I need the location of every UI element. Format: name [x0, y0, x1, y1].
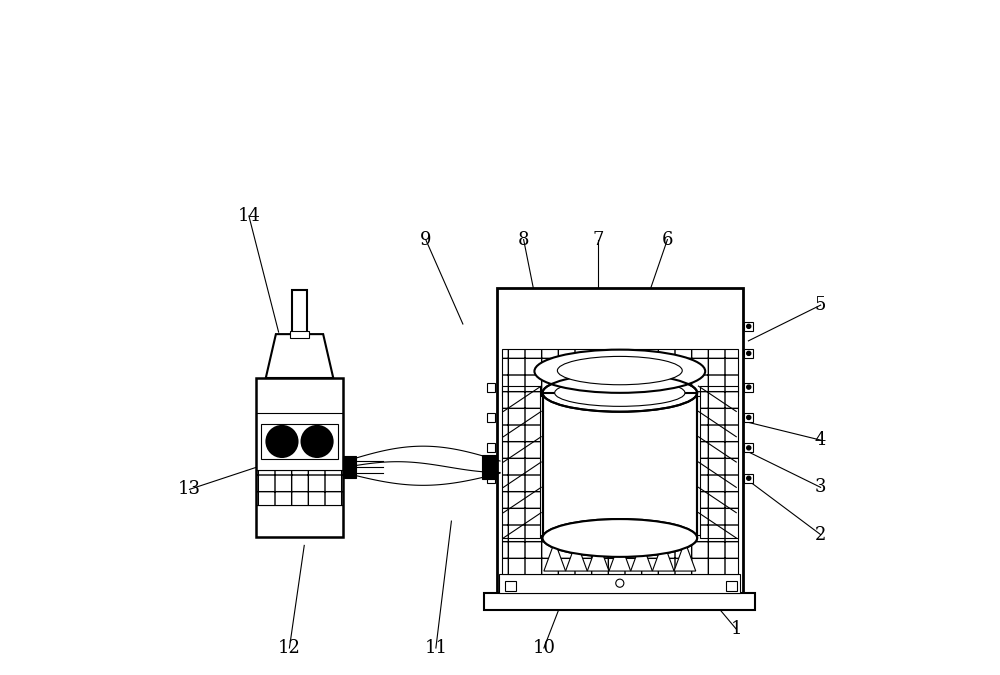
Bar: [543, 393, 697, 538]
Bar: [700, 386, 738, 538]
Bar: [499, 574, 740, 593]
Bar: [486, 383, 495, 392]
Circle shape: [747, 352, 751, 355]
Ellipse shape: [557, 356, 682, 385]
Text: 12: 12: [278, 639, 301, 657]
Polygon shape: [631, 541, 652, 571]
Text: 10: 10: [532, 639, 555, 657]
Bar: [482, 455, 497, 479]
Bar: [502, 386, 540, 538]
Ellipse shape: [543, 374, 697, 412]
Bar: [744, 383, 753, 392]
Text: 2: 2: [815, 526, 826, 543]
Text: 3: 3: [815, 479, 826, 496]
Polygon shape: [566, 541, 587, 571]
Bar: [256, 470, 343, 505]
Bar: [486, 413, 495, 422]
Circle shape: [747, 325, 751, 329]
Text: 5: 5: [815, 296, 826, 314]
Circle shape: [747, 477, 751, 481]
Text: 14: 14: [237, 207, 260, 225]
Bar: [256, 505, 343, 537]
Bar: [744, 443, 753, 452]
Polygon shape: [609, 541, 631, 571]
Polygon shape: [544, 541, 566, 571]
Text: 4: 4: [815, 431, 826, 449]
Bar: [502, 349, 738, 396]
Polygon shape: [674, 541, 696, 571]
Ellipse shape: [543, 519, 697, 557]
Text: 9: 9: [420, 231, 432, 248]
Polygon shape: [587, 541, 609, 571]
Text: 7: 7: [592, 231, 604, 248]
Bar: [486, 474, 495, 483]
Bar: [744, 413, 753, 422]
Ellipse shape: [543, 519, 697, 557]
Bar: [343, 456, 356, 478]
Bar: [744, 474, 753, 483]
Text: 8: 8: [518, 231, 529, 248]
Circle shape: [266, 426, 297, 457]
Polygon shape: [652, 541, 674, 571]
Bar: [256, 413, 343, 470]
Polygon shape: [266, 334, 333, 378]
Bar: [543, 393, 697, 538]
Circle shape: [302, 426, 333, 457]
Ellipse shape: [555, 379, 685, 406]
Text: 11: 11: [424, 639, 447, 657]
Circle shape: [616, 579, 624, 587]
Bar: [261, 424, 338, 459]
Bar: [256, 378, 343, 537]
Bar: [292, 290, 307, 334]
Bar: [497, 288, 743, 595]
Text: 6: 6: [662, 231, 673, 248]
Bar: [484, 593, 755, 610]
Ellipse shape: [534, 350, 705, 393]
Circle shape: [747, 446, 751, 450]
Bar: [502, 535, 738, 574]
Bar: [744, 349, 753, 358]
Circle shape: [747, 416, 751, 420]
Bar: [486, 443, 495, 452]
Bar: [726, 580, 737, 591]
Text: 1: 1: [730, 620, 742, 638]
Circle shape: [747, 385, 751, 389]
Bar: [290, 331, 309, 338]
Bar: [744, 322, 753, 331]
Bar: [505, 580, 516, 591]
Text: 13: 13: [178, 481, 201, 498]
